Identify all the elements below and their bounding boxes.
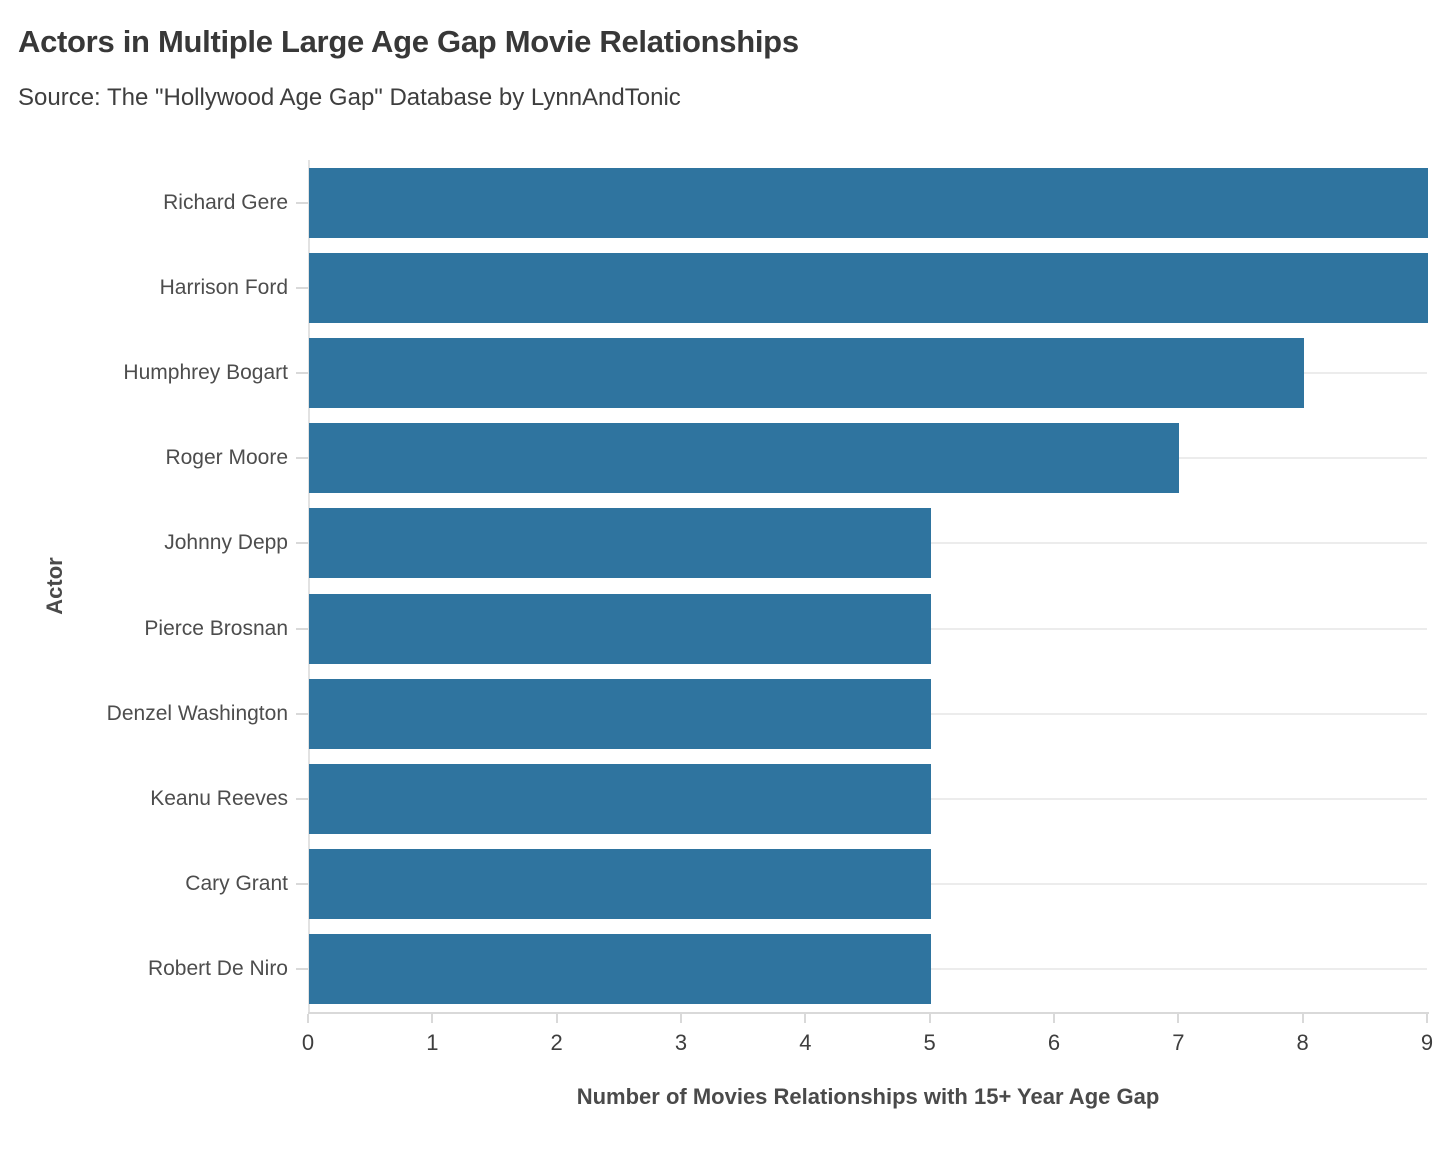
x-axis-tick-label: 5 xyxy=(923,1030,936,1055)
y-axis-category-label: Pierce Brosnan xyxy=(144,616,288,640)
x-axis-tick xyxy=(804,1014,807,1023)
x-axis-tick xyxy=(680,1014,682,1023)
x-axis-tick xyxy=(555,1014,558,1023)
x-axis-tick xyxy=(1177,1014,1180,1023)
y-axis-category-label: Harrison Ford xyxy=(159,275,288,299)
chart-title: Actors in Multiple Large Age Gap Movie R… xyxy=(18,24,799,59)
bar xyxy=(309,849,931,920)
y-axis-tick xyxy=(296,201,308,204)
y-axis-tick xyxy=(296,542,308,545)
y-axis-category-label: Robert De Niro xyxy=(147,957,288,981)
x-axis-line xyxy=(308,1012,1429,1014)
x-axis-tick-label: 2 xyxy=(550,1030,563,1055)
x-axis-tick xyxy=(928,1014,931,1023)
y-axis-tick xyxy=(296,883,308,886)
bar xyxy=(309,252,1428,323)
x-axis-tick-label: 7 xyxy=(1172,1030,1185,1055)
x-axis-tick-label: 3 xyxy=(674,1030,688,1055)
bar xyxy=(309,593,931,664)
y-axis-tick xyxy=(296,968,308,971)
chart-subtitle: Source: The "Hollywood Age Gap" Database… xyxy=(18,84,681,111)
x-axis-tick xyxy=(307,1014,309,1023)
x-axis-tick-label: 6 xyxy=(1047,1030,1061,1055)
x-axis-tick xyxy=(431,1014,434,1023)
y-axis-tick xyxy=(296,712,308,715)
y-axis-tick xyxy=(296,627,308,630)
y-axis-category-label: Denzel Washington xyxy=(106,701,288,725)
y-axis-tick xyxy=(296,372,308,374)
y-axis-category-label: Johnny Depp xyxy=(164,531,288,555)
x-axis-tick-label: 4 xyxy=(799,1030,812,1055)
x-axis-tick-label: 8 xyxy=(1296,1030,1309,1055)
bar xyxy=(309,934,931,1005)
y-axis-line xyxy=(308,160,310,1012)
y-axis-tick xyxy=(296,798,308,800)
bar xyxy=(309,338,1304,408)
bar xyxy=(309,167,1428,238)
y-axis-category-label: Cary Grant xyxy=(185,872,288,896)
x-axis-tick xyxy=(1426,1014,1428,1023)
y-axis-category-label: Roger Moore xyxy=(165,446,288,470)
bar xyxy=(309,423,1180,494)
bar xyxy=(309,508,931,579)
y-axis-category-label: Humphrey Bogart xyxy=(123,361,288,384)
x-axis-tick xyxy=(1301,1014,1304,1023)
x-axis-tick xyxy=(1053,1014,1055,1023)
x-axis-tick-label: 0 xyxy=(301,1030,315,1055)
y-axis-tick xyxy=(296,286,308,289)
x-axis-tick-label: 9 xyxy=(1420,1030,1434,1055)
y-axis-category-label: Keanu Reeves xyxy=(150,787,288,810)
y-axis-tick xyxy=(296,457,308,460)
y-axis-category-label: Richard Gere xyxy=(163,190,288,214)
bar xyxy=(309,678,931,749)
x-axis-tick-label: 1 xyxy=(426,1030,439,1055)
x-axis-title: Number of Movies Relationships with 15+ … xyxy=(576,1084,1160,1109)
bar xyxy=(309,764,931,834)
